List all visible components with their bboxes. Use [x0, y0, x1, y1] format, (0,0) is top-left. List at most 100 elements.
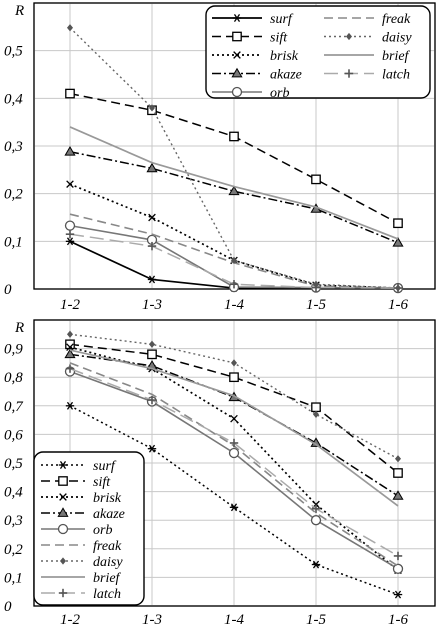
point-surf — [147, 275, 157, 284]
legend-label: sift — [270, 31, 288, 46]
legend-item-sift: sift — [41, 475, 111, 490]
chart-bottom: 0 0,1 0,2 0,3 0,4 0,5 0,6 0,7 0,8 0,9 1-2 1-3 1-4 1-5… — [4, 319, 436, 628]
legend-label: orb — [93, 523, 112, 538]
point-akaze — [146, 162, 158, 173]
point-daisy — [66, 24, 74, 32]
y-tick-label: 0,1 — [4, 570, 23, 586]
legend-marker — [58, 461, 68, 469]
point-surf — [147, 444, 157, 453]
point-akaze — [64, 348, 76, 359]
x-tick-label: 1-6 — [388, 612, 408, 628]
legend-box — [205, 5, 431, 99]
legend-item-freak: freak — [41, 539, 122, 554]
legend-label: freak — [382, 12, 411, 27]
y-tick-label: 0,3 — [4, 513, 23, 529]
series-sift — [65, 339, 403, 478]
legend-label: akaze — [270, 68, 302, 83]
y-tick-label: 0,9 — [4, 342, 23, 358]
point-brisk — [66, 343, 74, 351]
point-latch — [65, 229, 75, 239]
legend-marker — [58, 588, 68, 598]
point-sift — [65, 339, 75, 350]
legend-item-daisy: daisy — [324, 31, 412, 46]
series-daisy — [66, 330, 402, 463]
point-latch — [311, 283, 321, 292]
legend-marker — [231, 67, 243, 78]
point-sift — [393, 218, 403, 229]
point-orb — [228, 447, 240, 459]
point-surf — [393, 590, 403, 599]
x-tick-label: 1-6 — [388, 297, 408, 313]
point-brisk — [148, 213, 156, 222]
legend-label: sift — [93, 475, 111, 490]
legend-item-brisk: brisk — [41, 491, 122, 506]
legend-item-brisk: brisk — [212, 49, 299, 64]
legend-label: surf — [270, 12, 294, 27]
x-tick-label: 1-5 — [306, 297, 326, 313]
legend-item-akaze: akaze — [212, 68, 302, 83]
legend-box — [33, 451, 145, 606]
point-brisk — [66, 180, 74, 188]
point-latch — [393, 551, 403, 561]
series-orb — [64, 366, 404, 574]
point-latch — [147, 395, 157, 405]
series-akaze — [64, 146, 404, 247]
legend-marker — [344, 69, 354, 78]
series-line-daisy — [69, 27, 399, 289]
series-line-brief — [69, 349, 399, 507]
y-tick-label: 0,2 — [4, 187, 23, 203]
legend-item-orb: orb — [212, 86, 289, 101]
legend-item-orb: orb — [41, 523, 112, 538]
y-tick-label: 0,7 — [4, 399, 24, 415]
point-daisy — [394, 455, 402, 463]
point-daisy — [230, 359, 238, 367]
y-tick-label: 0 — [4, 599, 12, 615]
legend-marker — [57, 507, 69, 517]
legend-marker — [59, 557, 67, 565]
series-brief — [69, 126, 399, 240]
legend-label: latch — [93, 587, 121, 602]
legend-label: surf — [93, 459, 117, 474]
legend-item-surf: surf — [212, 12, 294, 27]
point-latch — [147, 241, 157, 251]
series-brief — [69, 349, 399, 507]
point-orb — [64, 220, 76, 231]
legend-marker — [345, 32, 353, 41]
point-akaze — [392, 490, 404, 500]
point-latch — [229, 280, 239, 289]
point-daisy — [312, 410, 320, 419]
x-tick-label: 1-2 — [60, 297, 80, 313]
legend-item-brief: brief — [41, 571, 122, 586]
point-daisy — [148, 104, 156, 112]
legend-item-surf: surf — [41, 459, 117, 474]
series-line-brief — [69, 126, 399, 240]
point-latch — [65, 364, 75, 373]
point-surf — [65, 237, 75, 246]
legend-item-sift: sift — [212, 31, 288, 46]
y-tick-label: 0,6 — [4, 427, 23, 443]
y-tick-label: 0,1 — [4, 234, 23, 250]
legend-label: daisy — [93, 555, 123, 570]
legend-label: orb — [270, 86, 289, 101]
legend-marker — [232, 31, 242, 42]
point-daisy — [230, 256, 238, 265]
point-surf — [65, 401, 75, 410]
x-tick-label: 1-2 — [60, 612, 80, 628]
x-tick-label: 1-3 — [142, 297, 162, 313]
point-sift — [229, 372, 239, 383]
legend-label: daisy — [382, 31, 412, 46]
point-akaze — [64, 146, 76, 156]
point-akaze — [392, 237, 404, 247]
point-surf — [311, 560, 321, 569]
y-tick-label: 0 — [4, 282, 12, 298]
point-daisy — [66, 330, 74, 338]
series-surf — [65, 401, 403, 599]
point-brisk — [230, 414, 238, 423]
legend-item-freak: freak — [324, 12, 411, 27]
legend-label: freak — [93, 539, 122, 554]
point-orb — [310, 515, 322, 526]
legend-label: brief — [93, 571, 122, 586]
legend-item-latch: latch — [324, 68, 410, 83]
